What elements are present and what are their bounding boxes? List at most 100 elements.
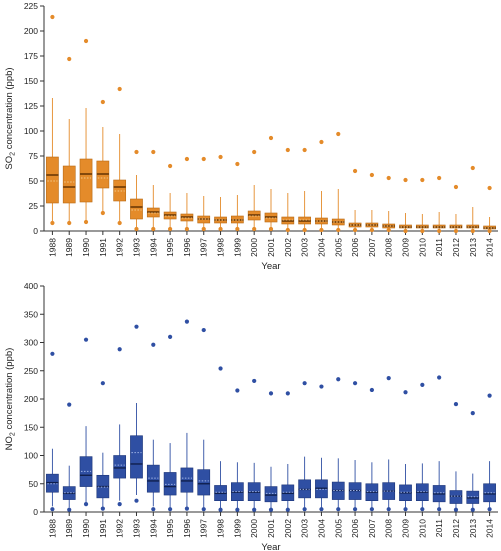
no2-box-2004 [315, 384, 328, 512]
so2-x-tick-label: 2012 [451, 238, 461, 257]
outlier-point [50, 507, 55, 512]
outlier-point [134, 324, 139, 329]
outlier-point [67, 507, 72, 512]
outlier-point [319, 139, 324, 145]
outlier-point [487, 393, 492, 398]
so2-y-tick-label: 75 [29, 151, 39, 161]
so2-x-tick-label: 1991 [98, 238, 108, 257]
so2-x-tick-label: 2008 [384, 238, 394, 257]
so2-y-tick-label: 125 [24, 101, 38, 111]
outlier-point [403, 507, 408, 512]
outlier-point [100, 210, 105, 216]
outlier-point [117, 347, 122, 352]
so2-x-tick-label: 2005 [333, 238, 343, 257]
so2-box-2004 [315, 139, 328, 233]
outlier-point [252, 507, 257, 512]
iqr-box [449, 490, 463, 504]
outlier-point [168, 334, 173, 339]
no2-x-tick-label: 2001 [266, 519, 276, 538]
outlier-point [302, 381, 307, 386]
outlier-point [268, 135, 274, 141]
no2-x-tick-label: 1995 [165, 519, 175, 538]
iqr-box [197, 469, 211, 496]
no2-x-tick-label: 2010 [417, 519, 427, 538]
outlier-point [352, 168, 358, 174]
outlier-point [235, 507, 240, 512]
so2-y-tick-label: 25 [29, 201, 39, 211]
outlier-point [201, 327, 206, 333]
outlier-point [100, 506, 105, 511]
so2-x-tick-label: 2009 [401, 238, 411, 257]
outlier-point [437, 507, 442, 512]
iqr-box [163, 472, 177, 496]
no2-x-tick-label: 2008 [384, 519, 394, 538]
outlier-point [319, 227, 324, 233]
no2-box-2007 [365, 387, 379, 512]
no2-x-tick-label: 1994 [148, 519, 158, 538]
so2-x-tick-label: 1992 [115, 238, 125, 257]
so2-box-1996 [180, 156, 194, 232]
no2-y-tick-label: 150 [24, 422, 38, 432]
outlier-point [50, 220, 55, 226]
no2-y-axis-title-rest: concentration (ppb) [4, 348, 15, 433]
iqr-box [130, 435, 143, 479]
no2-box-1992 [113, 347, 127, 507]
so2-x-tick-label: 2006 [350, 238, 360, 257]
so2-box-1992 [113, 86, 127, 226]
outlier-point [470, 228, 475, 234]
iqr-box [46, 156, 59, 204]
outlier-point [369, 227, 374, 233]
no2-y-axis-title: NO2 concentration (ppb) [4, 348, 17, 451]
no2-x-axis-title: Year [261, 542, 280, 551]
no2-x-tick-label: 2004 [316, 519, 326, 538]
outlier-point [235, 388, 240, 393]
so2-box-2012 [449, 184, 463, 234]
so2-box-2014 [483, 185, 496, 234]
no2-box-2013 [466, 411, 480, 512]
outlier-point [151, 149, 156, 155]
outlier-point [201, 507, 206, 512]
so2-x-tick-label: 2011 [434, 238, 444, 257]
outlier-point [151, 342, 156, 347]
so2-box-2003 [298, 147, 311, 233]
outlier-point [487, 507, 492, 512]
outlier-point [117, 501, 122, 507]
iqr-box [264, 486, 278, 503]
outlier-point [218, 366, 223, 371]
no2-x-tick-label: 1990 [81, 519, 91, 538]
no2-x-tick-label: 1991 [98, 519, 108, 538]
no2-box-2011 [432, 375, 446, 512]
no2-box-2001 [264, 391, 278, 512]
so2-box-2011 [432, 175, 446, 234]
no2-box-2012 [449, 401, 463, 512]
no2-x-tick-label: 2002 [283, 519, 293, 538]
outlier-point [83, 38, 89, 44]
outlier-point [352, 507, 358, 512]
no2-x-tick-label: 2013 [468, 519, 478, 538]
iqr-box [180, 467, 194, 493]
no2-chart-panel: 0 50 100 150 200 250 300 350 400 NO2 concentratio… [4, 281, 498, 551]
no2-box-2008 [382, 375, 396, 512]
so2-y-axis-title-main: SO [4, 156, 15, 170]
no2-box-1999 [231, 388, 244, 512]
outlier-point [235, 161, 240, 167]
outlier-point [268, 391, 274, 396]
no2-x-tick-label: 2009 [401, 519, 411, 538]
no2-y-tick-label: 400 [24, 281, 38, 291]
outlier-point [168, 163, 173, 169]
no2-box-2002 [281, 391, 295, 512]
outlier-point [218, 154, 223, 160]
outlier-point [117, 220, 122, 226]
outlier-point [470, 165, 475, 171]
outlier-point [470, 507, 475, 512]
outlier-point [369, 172, 374, 178]
no2-box-1998 [214, 366, 227, 512]
outlier-point [420, 228, 425, 234]
so2-x-tick-label: 1988 [47, 238, 57, 257]
so2-x-tick-label: 2000 [249, 238, 259, 257]
no2-y-tick-label: 50 [29, 479, 39, 489]
outlier-point [268, 507, 274, 512]
outlier-point [386, 375, 391, 381]
so2-box-1997 [197, 156, 211, 232]
